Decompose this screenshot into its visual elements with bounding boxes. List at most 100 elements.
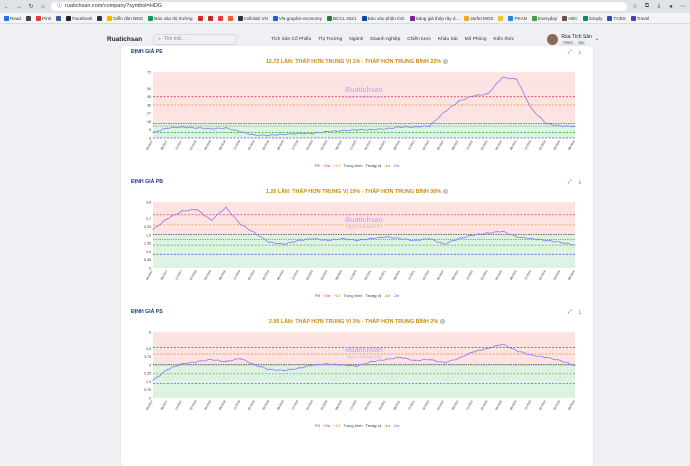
data-point[interactable] xyxy=(399,126,401,128)
site-logo[interactable]: Ruatichsan xyxy=(107,35,143,43)
data-point[interactable] xyxy=(399,238,401,240)
download-icon[interactable]: ⤓ xyxy=(657,3,661,9)
menu-item-mo-phong[interactable]: Mô Phỏng xyxy=(464,36,487,42)
bookmark-item[interactable]: Báo vào phân tích xyxy=(361,15,405,21)
data-point[interactable] xyxy=(225,207,227,208)
data-point[interactable] xyxy=(559,241,561,243)
data-point[interactable] xyxy=(487,348,489,349)
menu-item-kien-thuc[interactable]: Kiến thức xyxy=(493,36,515,42)
data-point[interactable] xyxy=(239,131,241,133)
data-point[interactable] xyxy=(501,77,503,78)
data-point[interactable] xyxy=(399,356,401,358)
help-icon[interactable]: ? xyxy=(440,319,446,324)
data-point[interactable] xyxy=(254,134,256,136)
chevron-down-icon[interactable]: ⌄ xyxy=(594,36,599,42)
bookmark-item[interactable]: Jarfet MOS xyxy=(464,15,493,21)
legend-item-p2[interactable]: +2σ xyxy=(323,163,331,168)
help-icon[interactable]: ? xyxy=(443,59,449,64)
data-point[interactable] xyxy=(458,100,460,102)
download-icon[interactable]: ⤓ xyxy=(578,179,581,185)
data-point[interactable] xyxy=(239,223,241,225)
bookmark-item[interactable]: Facebook xyxy=(66,15,92,21)
data-point[interactable] xyxy=(283,243,285,245)
bookmark-item[interactable] xyxy=(25,15,31,21)
data-point[interactable] xyxy=(268,134,270,136)
data-point[interactable] xyxy=(414,240,416,241)
data-point[interactable] xyxy=(225,361,227,363)
data-point[interactable] xyxy=(385,128,387,130)
data-point[interactable] xyxy=(458,357,460,359)
bookmark-item[interactable] xyxy=(97,15,103,21)
bookmark-item[interactable]: Simply xyxy=(582,15,602,21)
help-icon[interactable]: ? xyxy=(443,189,449,194)
data-point[interactable] xyxy=(181,363,183,365)
data-point[interactable] xyxy=(312,132,314,134)
legend-item-m2[interactable]: -2σ xyxy=(393,423,400,428)
menu-item-thi-truong[interactable]: Thị Trường xyxy=(318,36,343,42)
data-point[interactable] xyxy=(283,370,285,371)
data-point[interactable] xyxy=(516,236,518,238)
menu-item-chien-luoc[interactable]: Chiến lược xyxy=(407,36,431,42)
data-point[interactable] xyxy=(341,364,343,366)
legend-item-series[interactable]: PE xyxy=(314,163,321,168)
data-point[interactable] xyxy=(181,210,183,212)
bookmark-item[interactable] xyxy=(227,15,233,21)
data-point[interactable] xyxy=(298,367,300,369)
data-point[interactable] xyxy=(298,240,300,241)
search-input[interactable]: ⌕ Tìm mã... xyxy=(153,33,237,45)
legend-item-m1[interactable]: -1σ xyxy=(384,293,391,298)
back-icon[interactable]: ← xyxy=(4,3,10,10)
menu-item-tich-san[interactable]: Tích Sản Cổ Phiếu xyxy=(271,36,312,42)
profile-icon[interactable]: ● xyxy=(669,3,673,10)
bookmark-item[interactable]: VN-graphic-economy xyxy=(272,15,322,21)
data-point[interactable] xyxy=(530,108,532,110)
data-point[interactable] xyxy=(268,241,270,243)
data-point[interactable] xyxy=(181,126,183,128)
bookmark-item[interactable] xyxy=(207,15,213,21)
data-point[interactable] xyxy=(312,364,314,366)
data-point[interactable] xyxy=(327,240,329,241)
legend-item-med[interactable]: Trung vị xyxy=(365,423,382,428)
bookmark-item[interactable]: PEAN xyxy=(508,15,527,21)
data-point[interactable] xyxy=(545,356,547,358)
data-point[interactable] xyxy=(239,357,241,359)
legend-item-m1[interactable]: -1σ xyxy=(384,423,391,428)
bookmark-item[interactable] xyxy=(498,15,504,21)
data-point[interactable] xyxy=(428,238,430,240)
data-point[interactable] xyxy=(152,132,154,133)
data-point[interactable] xyxy=(443,111,445,113)
menu-item-khao-sat[interactable]: Khảo Sát xyxy=(437,36,458,42)
series-line[interactable] xyxy=(152,343,576,381)
data-point[interactable] xyxy=(530,238,532,240)
data-point[interactable] xyxy=(356,365,358,367)
data-point[interactable] xyxy=(356,240,358,241)
data-point[interactable] xyxy=(196,361,198,363)
reload-icon[interactable]: ↻ xyxy=(28,4,34,10)
home-icon[interactable]: ⌂ xyxy=(41,3,45,10)
data-point[interactable] xyxy=(298,132,300,134)
data-point[interactable] xyxy=(414,360,416,362)
data-point[interactable] xyxy=(225,127,227,129)
data-point[interactable] xyxy=(283,133,285,135)
bookmark-item[interactable]: Sáng giá thép rây d... xyxy=(409,15,459,21)
avatar[interactable] xyxy=(547,33,559,45)
data-point[interactable] xyxy=(574,244,576,246)
star-icon[interactable]: ☆ xyxy=(632,4,638,10)
legend-item-p1[interactable]: +1σ xyxy=(333,423,341,428)
data-point[interactable] xyxy=(443,362,445,364)
data-point[interactable] xyxy=(312,238,314,240)
data-point[interactable] xyxy=(341,130,343,132)
user-menu[interactable]: Rùa Tích Sản FREE EA ⌄ xyxy=(547,33,599,45)
data-point[interactable] xyxy=(516,350,518,352)
legend-item-m2[interactable]: -2σ xyxy=(393,163,400,168)
data-point[interactable] xyxy=(210,128,212,130)
data-point[interactable] xyxy=(472,95,474,97)
legend-item-avg[interactable]: Trung bình xyxy=(343,423,363,428)
legend-item-p1[interactable]: +1σ xyxy=(333,293,341,298)
data-point[interactable] xyxy=(370,238,372,240)
bookmark-item[interactable]: Vnfinlab VN xyxy=(237,15,268,21)
data-point[interactable] xyxy=(152,229,154,230)
legend-item-series[interactable]: PB xyxy=(314,293,321,298)
